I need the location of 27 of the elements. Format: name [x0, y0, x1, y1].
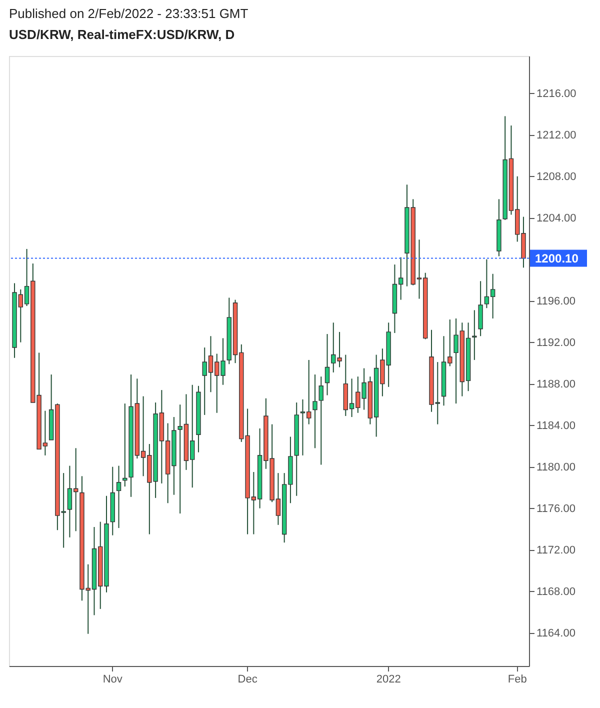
candlestick [122, 403, 128, 488]
candlestick [318, 376, 324, 466]
y-tick-label: 1192.00 [536, 336, 576, 349]
y-tick-label: 1172.00 [536, 544, 576, 556]
x-tick-label: Dec [238, 674, 258, 686]
x-tick-label: Nov [102, 674, 123, 686]
candlestick [312, 374, 318, 449]
x-tick-label: 2022 [376, 674, 401, 686]
chart-title: USD/KRW, Real-timeFX:USD/KRW, D [9, 27, 235, 42]
y-tick-label: 1164.00 [536, 627, 576, 640]
y-tick-label: 1204.00 [536, 212, 576, 224]
y-tick-label: 1184.00 [536, 420, 576, 432]
y-tick-label: 1196.00 [536, 295, 576, 308]
y-tick-label: 1188.00 [536, 378, 576, 390]
y-tick-label: 1176.00 [536, 502, 576, 515]
candlestick [116, 465, 122, 529]
candlestick [478, 280, 483, 337]
ref-line-label: 1200.10 [535, 251, 579, 266]
y-tick-label: 1216.00 [536, 88, 576, 100]
y-tick-label: 1212.00 [536, 129, 576, 142]
y-tick-label: 1168.00 [536, 586, 576, 598]
x-tick-label: Feb [508, 674, 527, 686]
candlestick [472, 310, 477, 360]
candlestick [324, 334, 330, 396]
text: Published on 2/Feb/2022 - 23:33:51 GMT [9, 6, 248, 21]
y-tick-label: 1180.00 [536, 461, 576, 474]
y-tick-label: 1208.00 [536, 170, 576, 183]
